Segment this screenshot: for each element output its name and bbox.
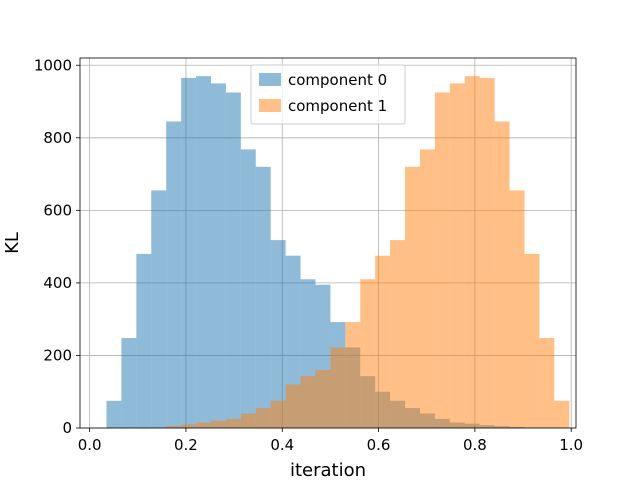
bar-component-1-7 xyxy=(270,400,286,428)
bar-component-1-25 xyxy=(539,338,555,428)
x-tick-label-1: 0.2 xyxy=(174,436,198,454)
x-tick-label-3: 0.6 xyxy=(367,436,391,454)
x-tick-label-5: 1.0 xyxy=(559,436,583,454)
legend-label-component-0: component 0 xyxy=(288,71,387,89)
bar-component-1-26 xyxy=(554,400,570,428)
bar-component-0-3 xyxy=(151,190,167,428)
bar-component-0-0 xyxy=(106,400,122,428)
bar-component-1-15 xyxy=(390,240,406,428)
bar-component-0-7 xyxy=(210,83,226,429)
bar-component-1-3 xyxy=(210,420,226,428)
bar-component-0-5 xyxy=(181,77,197,428)
y-axis-label: KL xyxy=(2,232,23,254)
bar-component-1-4 xyxy=(225,418,241,428)
y-tick-label-1: 200 xyxy=(43,346,72,364)
x-axis-label: iteration xyxy=(290,460,366,480)
bar-component-1-17 xyxy=(419,149,435,429)
bar-component-1-10 xyxy=(315,369,331,428)
bar-component-1-12 xyxy=(345,322,361,428)
legend-swatch-component-1 xyxy=(259,99,281,112)
histogram-bars xyxy=(106,76,570,429)
bar-component-1-23 xyxy=(509,190,525,428)
bar-component-1-24 xyxy=(524,253,540,428)
bar-component-0-10 xyxy=(255,166,271,428)
bar-component-1-1 xyxy=(181,424,197,428)
bar-component-1-13 xyxy=(360,279,376,428)
bar-component-0-2 xyxy=(136,253,152,428)
x-tick-label-2: 0.4 xyxy=(270,436,294,454)
bar-component-1-5 xyxy=(240,413,256,428)
legend-box xyxy=(250,64,406,125)
legend: component 0 component 1 xyxy=(250,64,406,125)
y-tick-label-5: 1000 xyxy=(34,56,72,74)
axis-ticks: 0.0 0.2 0.4 0.6 0.8 1.0 0 200 400 600 800 1000 xyxy=(34,56,583,454)
bar-component-1-0 xyxy=(166,426,182,428)
x-tick-label-4: 0.8 xyxy=(463,436,487,454)
legend-label-component-1: component 1 xyxy=(288,97,387,115)
x-tick-label-0: 0.0 xyxy=(78,436,102,454)
bar-component-1-19 xyxy=(449,83,465,429)
bar-component-0-4 xyxy=(166,121,182,428)
bar-component-1-20 xyxy=(464,76,480,428)
bar-component-1-18 xyxy=(434,92,450,428)
y-tick-label-3: 600 xyxy=(43,201,72,219)
bar-component-0-6 xyxy=(196,76,211,428)
bar-component-1-11 xyxy=(330,347,346,428)
bar-component-1-14 xyxy=(375,255,391,428)
y-tick-label-0: 0 xyxy=(62,419,72,437)
plot-frame xyxy=(79,57,577,429)
bar-component-1-6 xyxy=(255,408,271,428)
legend-swatch-component-0 xyxy=(259,73,281,86)
bar-component-1-16 xyxy=(405,166,420,428)
bar-component-0-8 xyxy=(225,92,241,428)
y-tick-label-2: 400 xyxy=(43,274,72,292)
bar-component-0-11 xyxy=(270,240,286,428)
bar-component-1-9 xyxy=(300,376,316,428)
bar-component-1-22 xyxy=(494,121,510,428)
bar-component-1-8 xyxy=(285,384,301,428)
bar-component-0-9 xyxy=(240,149,256,429)
y-tick-label-4: 800 xyxy=(43,129,72,147)
bar-component-1-21 xyxy=(479,77,495,428)
bar-component-0-1 xyxy=(121,338,137,428)
bar-component-1-2 xyxy=(196,422,211,428)
